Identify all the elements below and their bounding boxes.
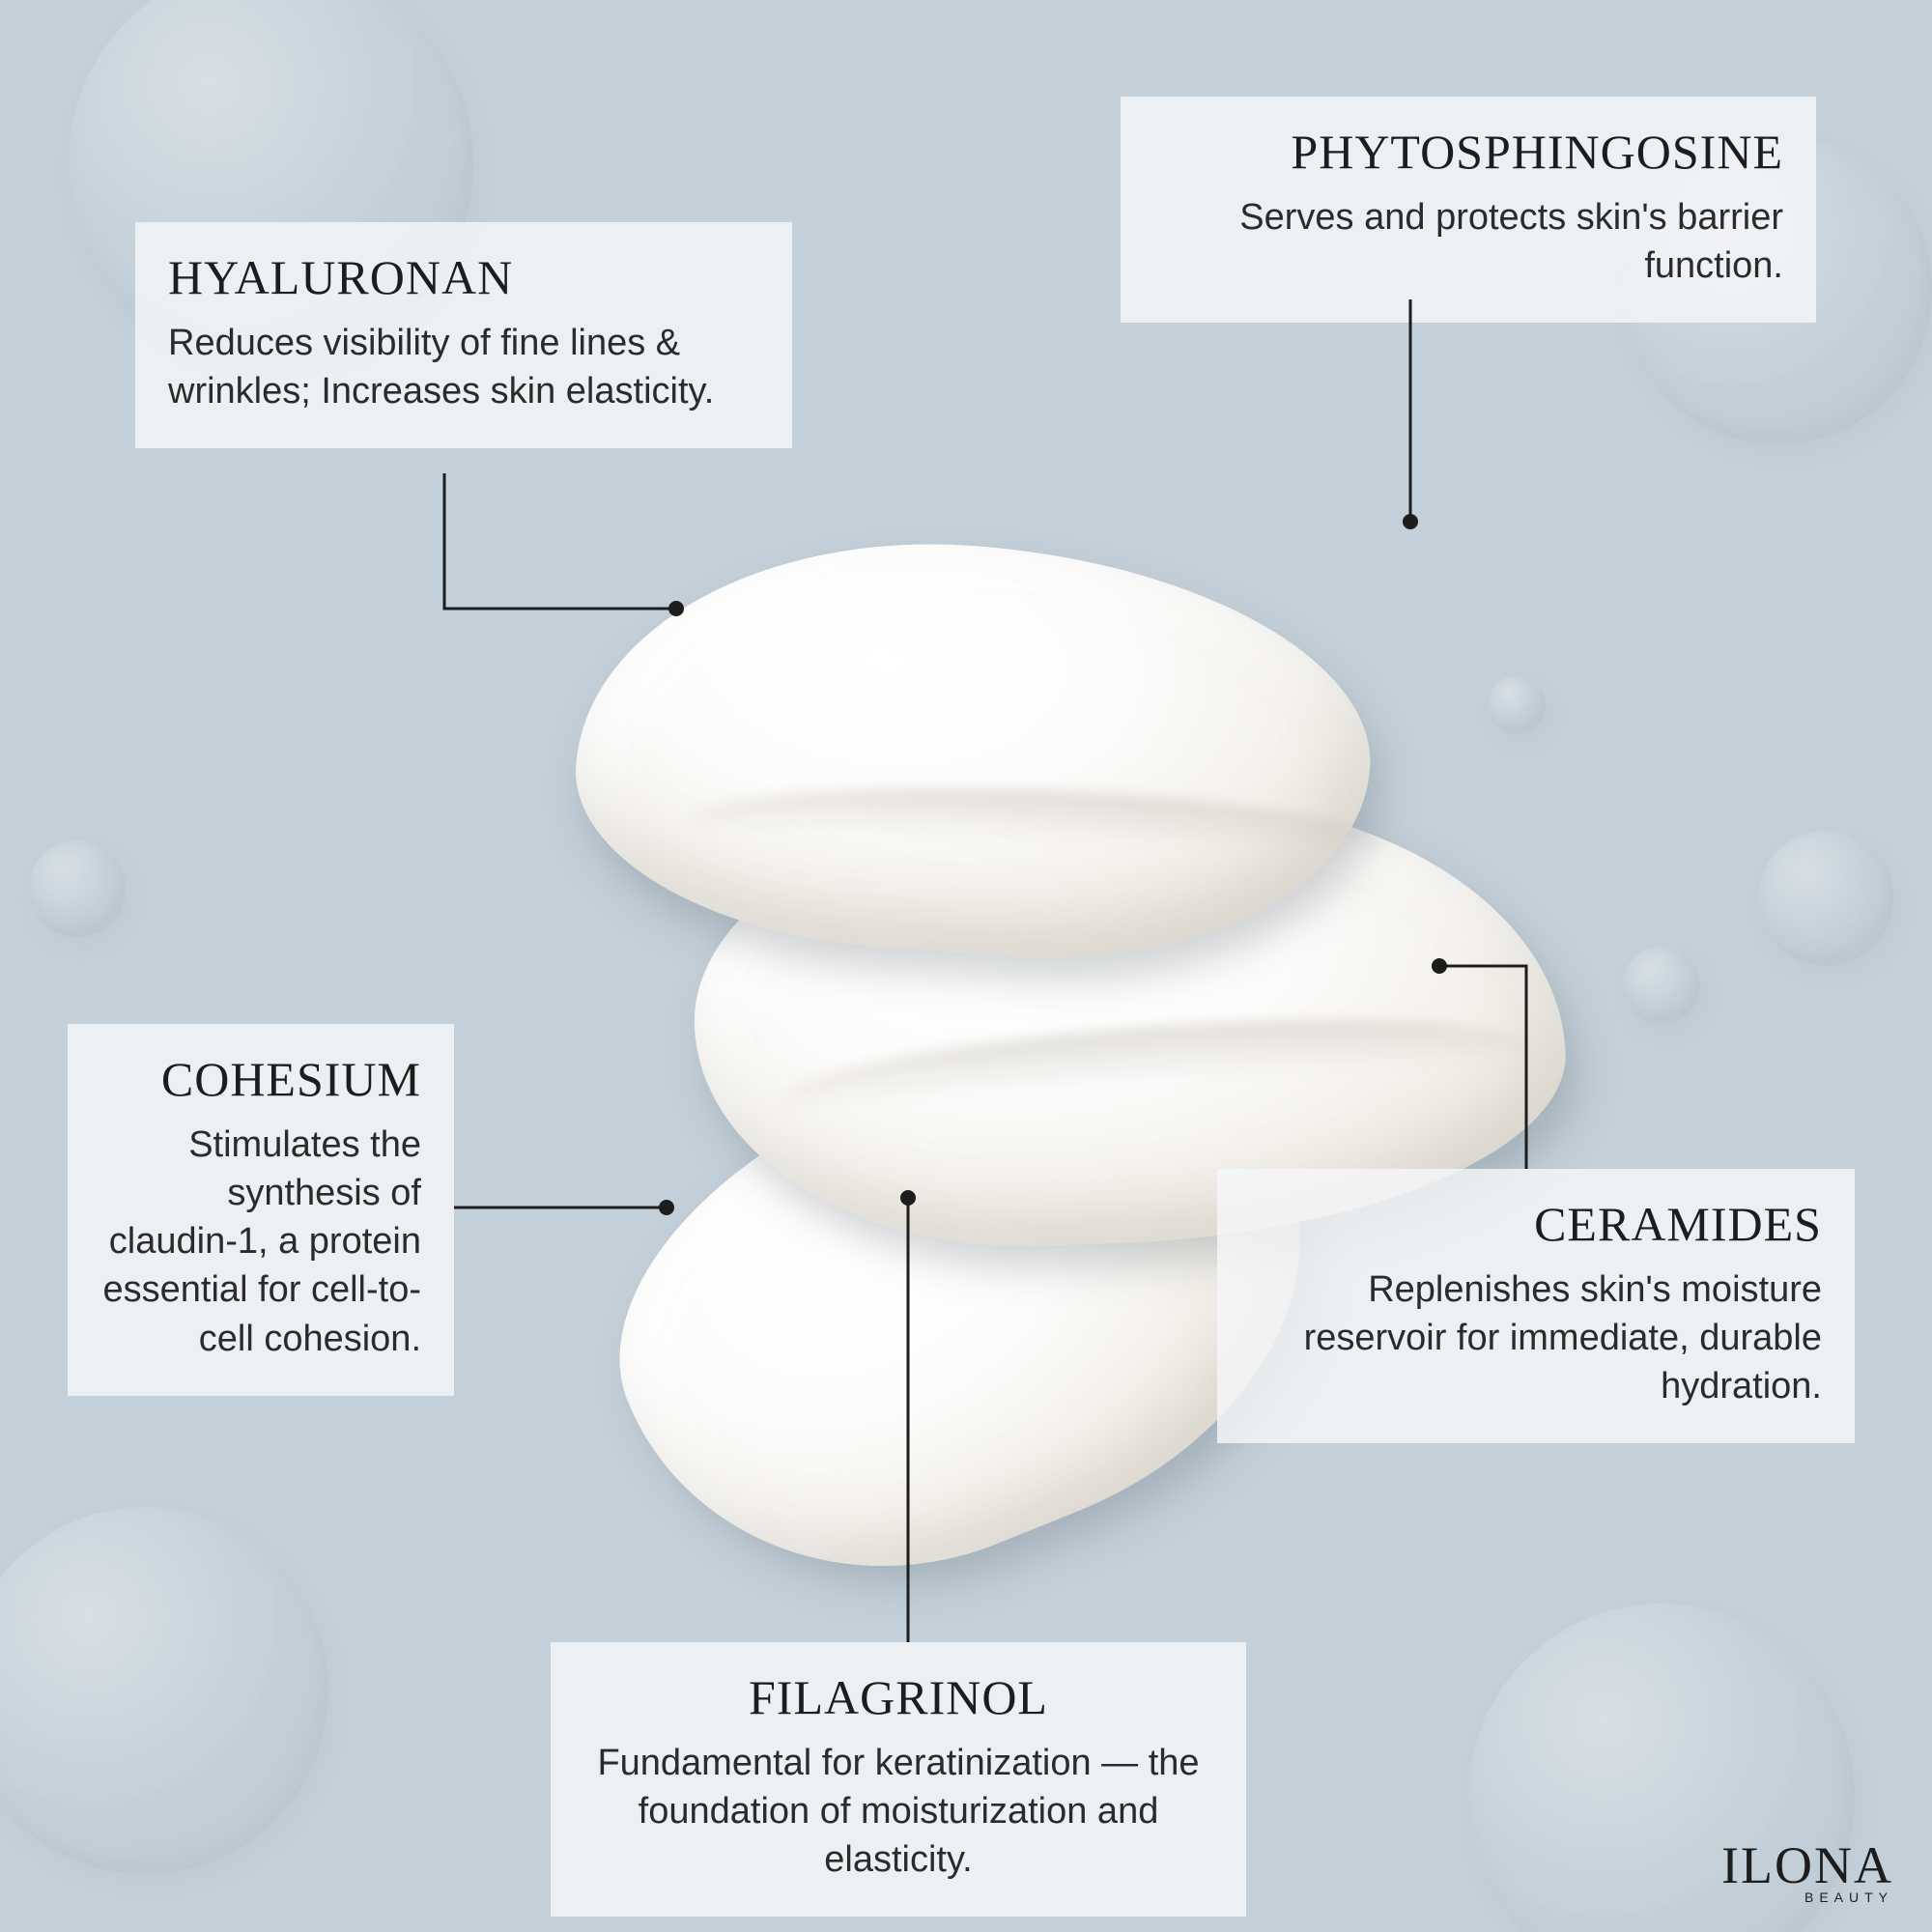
brand-mark: ILONA BEAUTY — [1721, 1835, 1893, 1905]
infographic-canvas: HYALURONAN Reduces visibility of fine li… — [0, 0, 1932, 1932]
callout-body: Serves and protects skin's barrier funct… — [1153, 193, 1783, 290]
callout-filagrinol: FILAGRINOL Fundamental for keratinizatio… — [551, 1642, 1246, 1917]
callout-body: Fundamental for keratinization — the fou… — [583, 1739, 1213, 1884]
callout-title: FILAGRINOL — [583, 1669, 1213, 1725]
callout-title: CERAMIDES — [1250, 1196, 1822, 1252]
callout-title: COHESIUM — [100, 1051, 421, 1107]
callout-cohesium: COHESIUM Stimulates the synthesis of cla… — [68, 1024, 454, 1396]
water-droplet — [1488, 676, 1546, 734]
water-droplet — [0, 1507, 328, 1874]
callout-body: Replenishes skin's moisture reservoir fo… — [1250, 1265, 1822, 1410]
callout-hyaluronan: HYALURONAN Reduces visibility of fine li… — [135, 222, 792, 448]
callout-body: Reduces visibility of fine lines & wrink… — [168, 319, 759, 415]
brand-name: ILONA — [1721, 1835, 1893, 1895]
water-droplet — [1758, 831, 1893, 966]
callout-phytosphingosine: PHYTOSPHINGOSINE Serves and protects ski… — [1121, 97, 1816, 323]
callout-body: Stimulates the synthesis of claudin-1, a… — [100, 1121, 421, 1363]
water-droplet — [29, 840, 126, 937]
water-droplet — [1623, 947, 1700, 1024]
callout-ceramides: CERAMIDES Replenishes skin's moisture re… — [1217, 1169, 1855, 1443]
callout-title: HYALURONAN — [168, 249, 759, 305]
callout-title: PHYTOSPHINGOSINE — [1153, 124, 1783, 180]
